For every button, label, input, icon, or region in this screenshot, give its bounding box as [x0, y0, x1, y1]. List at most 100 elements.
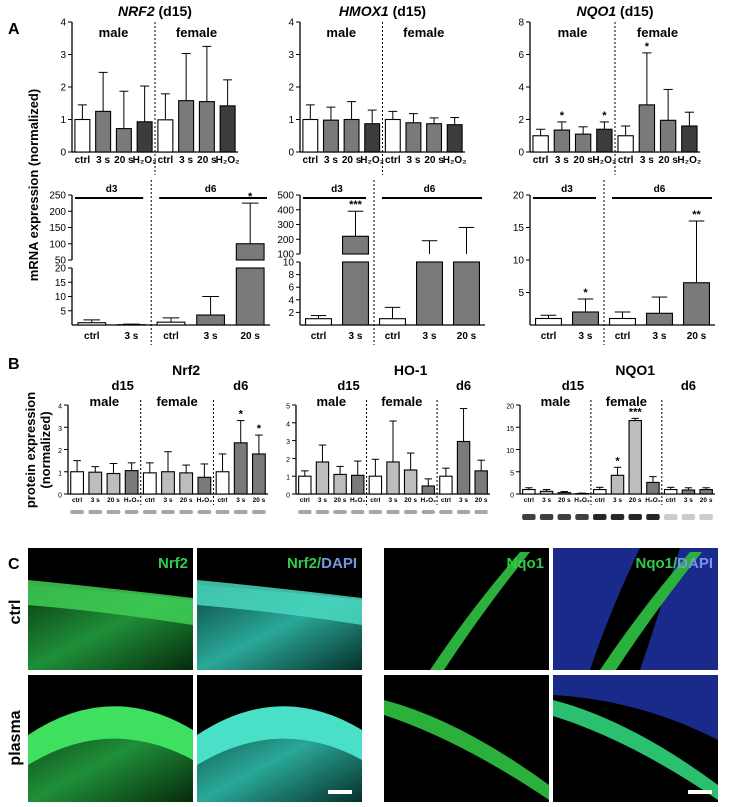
y-tick-label: 5: [286, 404, 290, 411]
y-tick-label: 5: [518, 288, 524, 299]
chart-title: NRF2 (d15): [118, 3, 192, 19]
blot-band: [142, 510, 157, 514]
category-label: ctrl: [158, 155, 174, 166]
bar: [439, 475, 453, 495]
if-stripe-nqo1-dapi-plasma: [553, 700, 718, 800]
blot-band: [663, 514, 678, 520]
immunofluorescence-panel: ctrl plasma Nrf2 Nrf2/DAPI Nqo1 Nqo1/DAP…: [7, 548, 718, 802]
bar: [124, 470, 139, 495]
category-label: 3 s: [179, 155, 193, 166]
y-tick-label: 10: [55, 292, 67, 303]
y-tick-label: 1: [58, 470, 62, 477]
y-tick-label: 20: [513, 191, 525, 202]
if-label-nqo1-merge: Nqo1/DAPI: [635, 555, 713, 572]
category-label: 20 s: [107, 497, 120, 504]
y-tick-label: 2: [58, 448, 62, 455]
blot-band: [70, 510, 84, 514]
category-label: ctrl: [524, 497, 534, 504]
if-epithelium-nrf2-plasma: [28, 706, 193, 765]
blot-band: [315, 510, 330, 514]
y-tick-label: 0: [58, 493, 62, 500]
y-tick-label: 6: [518, 50, 524, 61]
y-tick-label: 8: [518, 18, 524, 29]
category-label: 20 s: [197, 155, 217, 166]
bar: [384, 118, 401, 153]
y-axis-label-b-line1: protein expression: [23, 392, 38, 508]
blot-band: [646, 514, 660, 520]
blot-band: [439, 510, 453, 514]
if-stripe-nqo1-ctrl: [430, 552, 530, 670]
blot-band: [557, 514, 572, 520]
category-label: H₂O₂: [360, 155, 384, 166]
y-tick-label: 50: [55, 256, 67, 267]
group-label-male: male: [90, 394, 120, 409]
category-label: ctrl: [533, 155, 549, 166]
bar: [534, 317, 562, 326]
significance-star: **: [692, 209, 701, 221]
y-tick-label: 10: [283, 258, 295, 269]
chart-title: HO-1: [394, 362, 428, 378]
bar: [386, 461, 400, 495]
if-label-nrf2-merge: Nrf2/DAPI: [287, 555, 357, 572]
group-label-d3: d3: [106, 184, 118, 195]
bar: [474, 470, 488, 495]
significance-star: *: [560, 110, 565, 122]
if-label-nqo1-merge-green: Nqo1/: [635, 555, 678, 572]
chart-b-nrf2: 0 1 2 3 4 ctrl 3 s 20 s H₂O₂ ctrl 3 s 20 s H₂O₂ ctrl 3…: [58, 362, 268, 514]
chart-title-gene: HMOX1: [339, 3, 389, 19]
y-tick-label: 20: [506, 404, 514, 411]
y-tick-label: 200: [49, 207, 66, 218]
y-tick-label: 500: [277, 191, 294, 202]
blot-band: [522, 514, 536, 520]
y-tick-label: 5: [60, 306, 66, 317]
category-label: H₂O₂: [645, 497, 661, 504]
y-tick-label: 15: [513, 223, 525, 234]
category-label: H₂O₂: [677, 155, 701, 166]
category-label: H₂O₂: [133, 155, 157, 166]
category-label: ctrl: [163, 331, 179, 342]
blot-band: [179, 510, 194, 514]
bar: [682, 282, 710, 326]
chart-title-suffix: (d15): [616, 3, 653, 19]
blot-band: [88, 510, 103, 514]
bar: [95, 110, 112, 153]
category-label: H₂O₂: [574, 497, 590, 504]
y-axis-label-b-line2: (normalized): [38, 411, 53, 488]
blot-band: [575, 514, 589, 520]
category-label: 3 s: [324, 155, 338, 166]
y-tick-label: 2: [286, 457, 290, 464]
panel-label-c: C: [8, 556, 20, 573]
category-label: 20 s: [114, 155, 134, 166]
bar: [646, 481, 660, 495]
group-label-female: female: [176, 25, 217, 40]
bar: [322, 119, 339, 153]
y-tick-label: 4: [286, 421, 290, 428]
y-tick-label: 20: [55, 264, 67, 275]
bar: [421, 485, 435, 495]
group-label-d15: d15: [562, 378, 584, 393]
scale-bar-right: [688, 790, 712, 794]
if-nuclei-nqo1-dapi-ctrl: [553, 548, 640, 670]
bar: [659, 119, 677, 153]
bar: [157, 119, 174, 153]
bar: [532, 135, 549, 153]
if-image-nqo1-ctrl: [384, 548, 549, 670]
bar: [426, 123, 443, 153]
group-label-d6: d6: [205, 184, 217, 195]
group-label-male: male: [99, 25, 129, 40]
significance-star: ***: [629, 406, 643, 418]
category-label: ctrl: [217, 497, 227, 504]
scale-bar-left: [328, 790, 352, 794]
bar: [70, 471, 85, 495]
bar: [343, 118, 360, 153]
category-label: ctrl: [311, 331, 327, 342]
category-label: 3 s: [91, 497, 100, 504]
y-tick-label: 4: [518, 83, 524, 94]
category-label: 3 s: [163, 497, 172, 504]
bar-lower: [415, 261, 443, 326]
blot-band: [539, 514, 554, 520]
chart-title: Nrf2: [172, 362, 200, 378]
category-label: 3 s: [349, 331, 363, 342]
